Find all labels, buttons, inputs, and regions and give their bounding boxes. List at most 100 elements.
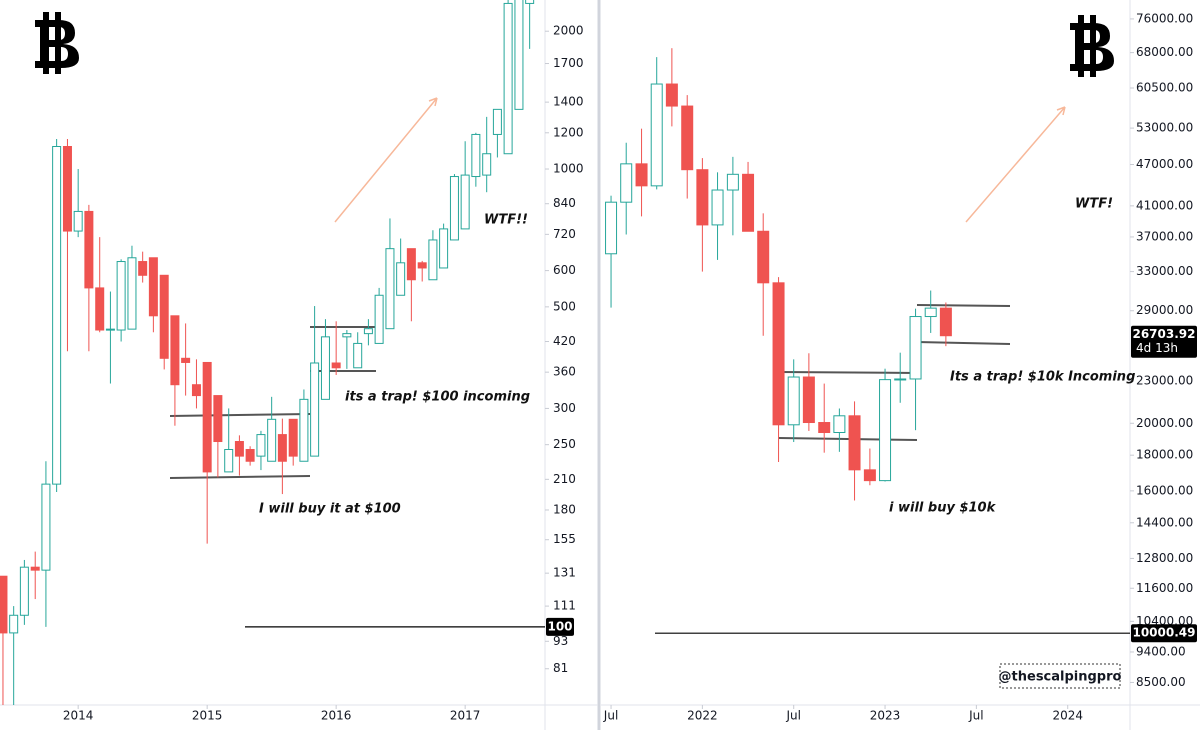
candle-body bbox=[310, 362, 320, 457]
candle-body bbox=[159, 274, 169, 359]
y-tick-label: 76000.00 bbox=[1136, 11, 1193, 25]
annotation: its a trap! $100 incoming bbox=[345, 390, 530, 405]
candle-body bbox=[396, 262, 406, 296]
y-tick-label: 8500.00 bbox=[1136, 675, 1186, 689]
candle-body bbox=[635, 163, 648, 187]
candle-body bbox=[277, 434, 287, 462]
candle-body bbox=[620, 163, 633, 203]
candle-body bbox=[84, 210, 94, 289]
candle-body bbox=[245, 448, 255, 462]
candle-body bbox=[234, 441, 244, 457]
candle-body bbox=[428, 239, 438, 281]
y-tick-label: 68000.00 bbox=[1136, 45, 1193, 59]
candle-body bbox=[787, 376, 800, 426]
y-tick-label: 33000.00 bbox=[1136, 264, 1193, 278]
y-tick-label: 11600.00 bbox=[1136, 581, 1193, 595]
price-tag bbox=[546, 617, 574, 636]
price-tag-label: 10000.49 bbox=[1132, 626, 1195, 640]
candle-body bbox=[181, 357, 191, 363]
y-tick-label: 1700 bbox=[553, 56, 584, 70]
candle-body bbox=[650, 83, 663, 187]
candle-body bbox=[742, 173, 755, 232]
price-tag-label: 100 bbox=[547, 619, 572, 633]
y-tick-label: 47000.00 bbox=[1136, 157, 1193, 171]
candle-body bbox=[30, 566, 40, 571]
countdown: 4d 13h bbox=[1136, 341, 1178, 355]
annotation: Its a trap! $10k Incoming bbox=[950, 370, 1135, 385]
arrow bbox=[965, 106, 1066, 223]
y-tick-label: 360 bbox=[553, 365, 576, 379]
candle-body bbox=[939, 307, 952, 337]
y-tick-label: 420 bbox=[553, 334, 576, 348]
candle-body bbox=[818, 422, 831, 434]
candle-body bbox=[213, 395, 223, 443]
candle-body bbox=[406, 248, 416, 281]
x-tick-label: 2023 bbox=[870, 709, 901, 723]
y-tick-label: 18000.00 bbox=[1136, 448, 1193, 462]
candle-body bbox=[19, 566, 29, 616]
y-tick-label: 1400 bbox=[553, 95, 584, 109]
candle-body bbox=[331, 362, 341, 369]
candle-body bbox=[342, 333, 352, 338]
candle-body bbox=[202, 361, 212, 473]
candle-body bbox=[525, 0, 535, 4]
candle-body bbox=[879, 379, 892, 482]
drawn-line bbox=[169, 475, 311, 479]
annotation: i will buy $10k bbox=[889, 501, 997, 516]
candle-body bbox=[374, 294, 384, 344]
y-tick-label: 840 bbox=[553, 196, 576, 210]
candle-body bbox=[605, 201, 618, 255]
y-tick-label: 500 bbox=[553, 299, 576, 313]
x-tick-label: Jul bbox=[968, 709, 983, 723]
candle-body bbox=[9, 614, 19, 634]
candles bbox=[605, 48, 952, 501]
candle-body bbox=[471, 133, 481, 178]
x-tick-label: 2024 bbox=[1052, 709, 1083, 723]
candle-body bbox=[224, 448, 234, 473]
bitcoin-logo bbox=[1070, 15, 1114, 77]
candle-body bbox=[363, 328, 373, 335]
candle-body bbox=[256, 434, 266, 457]
candle-body bbox=[148, 257, 158, 317]
y-tick-label: 131 bbox=[553, 566, 576, 580]
drawn-line bbox=[916, 304, 1011, 307]
x-tick-label: 2015 bbox=[192, 709, 223, 723]
candle-body bbox=[116, 261, 126, 331]
y-tick-label: 720 bbox=[553, 227, 576, 241]
candle-body bbox=[696, 169, 709, 226]
y-tick-label: 60500.00 bbox=[1136, 81, 1193, 95]
candle-body bbox=[894, 378, 907, 381]
y-tick-label: 37000.00 bbox=[1136, 229, 1193, 243]
candle-body bbox=[757, 230, 770, 284]
candle-body bbox=[52, 146, 62, 485]
candle-body bbox=[191, 384, 201, 397]
candles bbox=[0, 0, 535, 705]
y-tick-label: 53000.00 bbox=[1136, 121, 1193, 135]
bitcoin-logo bbox=[35, 12, 79, 74]
drawn-line bbox=[916, 341, 1011, 345]
candle-body bbox=[95, 287, 105, 331]
candle-body bbox=[802, 376, 815, 424]
y-tick-label: 1200 bbox=[553, 125, 584, 139]
annotation: WTF!! bbox=[484, 213, 528, 228]
drawn-line bbox=[778, 371, 918, 374]
arrow bbox=[334, 97, 438, 223]
drawn-line bbox=[778, 437, 918, 441]
arrows bbox=[334, 97, 1066, 223]
y-tick-label: 23000.00 bbox=[1136, 373, 1193, 387]
last-price-tag bbox=[1131, 325, 1197, 358]
candle-body bbox=[460, 174, 470, 230]
candle-body bbox=[833, 415, 846, 434]
candle-body bbox=[105, 328, 115, 331]
y-tick-label: 300 bbox=[553, 401, 576, 415]
candle-body bbox=[772, 282, 785, 426]
y-tick-label: 250 bbox=[553, 437, 576, 451]
candle-body bbox=[848, 415, 861, 471]
candle-body bbox=[665, 83, 678, 107]
candle-body bbox=[711, 189, 724, 226]
y-tick-label: 41000.00 bbox=[1136, 198, 1193, 212]
candle-body bbox=[267, 418, 277, 462]
y-tick-label: 2000 bbox=[553, 24, 584, 38]
y-tick-label: 600 bbox=[553, 263, 576, 277]
